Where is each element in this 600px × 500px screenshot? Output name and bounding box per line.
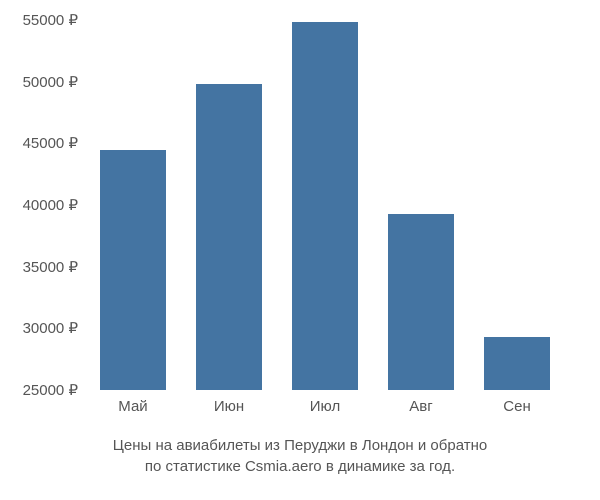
caption-line1: Цены на авиабилеты из Перуджи в Лондон и… [113, 437, 487, 454]
chart-bar [388, 214, 454, 390]
chart-caption: Цены на авиабилеты из Перуджи в Лондон и… [0, 435, 600, 477]
x-tick-label: Май [118, 398, 147, 415]
y-tick-label: 45000 ₽ [23, 134, 78, 152]
y-tick-label: 40000 ₽ [23, 196, 78, 214]
y-tick-label: 55000 ₽ [23, 11, 78, 29]
y-tick-label: 30000 ₽ [23, 319, 78, 337]
plot-area [90, 20, 570, 390]
x-tick-label: Авг [409, 398, 432, 415]
y-tick-label: 50000 ₽ [23, 73, 78, 91]
chart-bar [100, 150, 166, 391]
x-axis: Май Июн Июл Авг Сен [90, 398, 570, 423]
chart-bar [292, 22, 358, 390]
y-axis: 25000 ₽30000 ₽35000 ₽40000 ₽45000 ₽50000… [0, 0, 90, 390]
chart-bar [484, 337, 550, 390]
y-tick-label: 25000 ₽ [23, 381, 78, 399]
x-tick-label: Сен [503, 398, 530, 415]
chart-bar [196, 84, 262, 390]
x-tick-label: Июн [214, 398, 244, 415]
x-tick-label: Июл [310, 398, 340, 415]
y-tick-label: 35000 ₽ [23, 258, 78, 276]
caption-line2: по статистике Csmia.aero в динамике за г… [145, 458, 455, 475]
